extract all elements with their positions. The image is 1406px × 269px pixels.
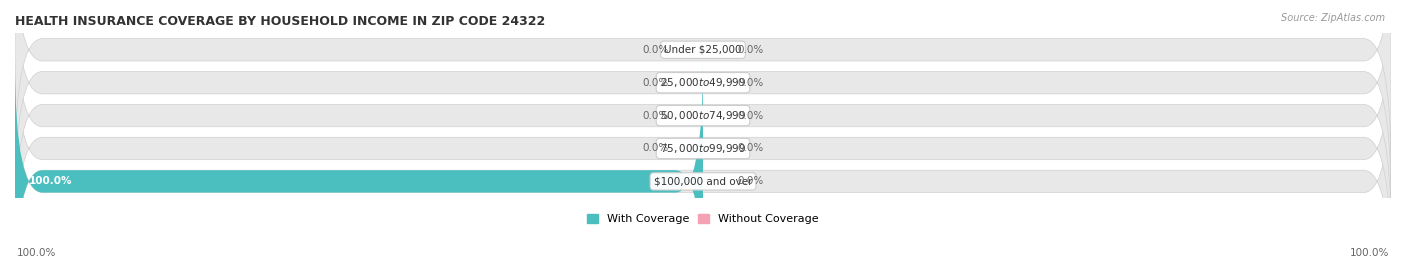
FancyBboxPatch shape [15,28,1391,269]
FancyBboxPatch shape [15,61,1391,269]
Text: 100.0%: 100.0% [28,176,72,186]
FancyBboxPatch shape [15,0,1391,203]
Text: 0.0%: 0.0% [737,45,763,55]
Text: $25,000 to $49,999: $25,000 to $49,999 [659,76,747,89]
FancyBboxPatch shape [15,0,1391,170]
Text: Source: ZipAtlas.com: Source: ZipAtlas.com [1281,13,1385,23]
Text: 0.0%: 0.0% [643,45,669,55]
Legend: With Coverage, Without Coverage: With Coverage, Without Coverage [582,209,824,228]
Text: 0.0%: 0.0% [643,111,669,121]
Text: $75,000 to $99,999: $75,000 to $99,999 [659,142,747,155]
Text: HEALTH INSURANCE COVERAGE BY HOUSEHOLD INCOME IN ZIP CODE 24322: HEALTH INSURANCE COVERAGE BY HOUSEHOLD I… [15,15,546,28]
Text: 0.0%: 0.0% [737,176,763,186]
Text: 0.0%: 0.0% [737,111,763,121]
Text: 100.0%: 100.0% [17,248,56,258]
Text: 0.0%: 0.0% [737,143,763,154]
Text: 100.0%: 100.0% [1350,248,1389,258]
Text: $50,000 to $74,999: $50,000 to $74,999 [659,109,747,122]
FancyBboxPatch shape [15,0,1391,236]
Text: Under $25,000: Under $25,000 [664,45,742,55]
Text: 0.0%: 0.0% [643,78,669,88]
FancyBboxPatch shape [15,61,703,269]
Text: 0.0%: 0.0% [643,143,669,154]
Text: $100,000 and over: $100,000 and over [654,176,752,186]
Text: 0.0%: 0.0% [737,78,763,88]
